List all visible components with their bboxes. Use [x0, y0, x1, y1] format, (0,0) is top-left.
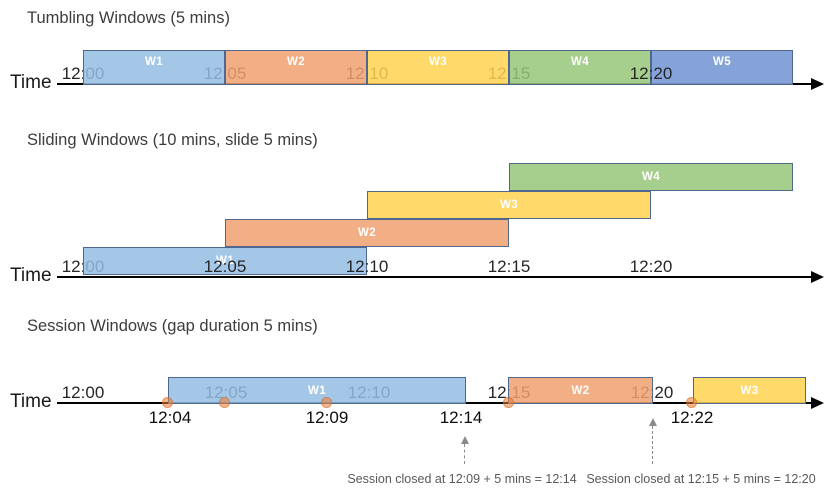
sliding-title: Sliding Windows (10 mins, slide 5 mins): [27, 131, 318, 149]
tumbling-window-w5-label: W5: [712, 56, 732, 68]
tumbling-window-w5: W5: [651, 50, 793, 85]
session-time-axis-label: Time: [10, 391, 52, 412]
event-time-label-1222: 12:22: [670, 408, 714, 427]
session-close-annotation-1: Session closed at 12:09 + 5 mins = 12:14: [347, 472, 577, 486]
tumbling-axis-arrowhead-icon: [811, 78, 824, 90]
sliding-axis-arrowhead-icon: [811, 271, 824, 283]
session-window-w3-label: W3: [740, 384, 759, 397]
sliding-window-w1: W1: [83, 247, 367, 275]
sliding-window-w3-label: W3: [499, 199, 519, 211]
session-axis-arrowhead-icon: [811, 397, 824, 409]
sliding-time-axis-line: [57, 276, 813, 279]
session-window-w2: W2: [508, 377, 653, 404]
session-title: Session Windows (gap duration 5 mins): [27, 317, 318, 335]
session-window-w1: W1: [168, 377, 466, 404]
event-dot-1209: [321, 397, 332, 408]
tumbling-window-w2: W2: [225, 50, 367, 85]
event-time-label-1209: 12:09: [305, 408, 349, 427]
sliding-tick-1215: 12:15: [487, 257, 531, 276]
event-dot-1205: [219, 397, 230, 408]
session-close-arrow-line: [464, 444, 465, 464]
tumbling-tick-1220: 12:20: [629, 64, 673, 83]
tumbling-window-w3-label: W3: [428, 56, 448, 68]
sliding-tick-1205: 12:05: [203, 257, 247, 276]
tumbling-title: Tumbling Windows (5 mins): [27, 9, 230, 27]
session-close-arrow-icon: [460, 436, 469, 444]
session-window-w1-label: W1: [307, 384, 327, 397]
event-dot-1204: [162, 397, 173, 408]
tumbling-time-axis-label: Time: [10, 72, 52, 93]
sliding-window-w2-label: W2: [357, 227, 377, 239]
session-window-w3: W3: [693, 377, 806, 404]
session-close-annotation-2: Session closed at 12:15 + 5 mins = 12:20: [586, 472, 816, 486]
tumbling-window-w3: W3: [367, 50, 509, 85]
session-tick-1200: 12:00: [61, 383, 105, 402]
sliding-time-axis-label: Time: [10, 265, 52, 286]
sliding-tick-1220: 12:20: [629, 257, 673, 276]
tumbling-window-w1-label: W1: [144, 56, 164, 68]
sliding-window-w2: W2: [225, 219, 509, 247]
tumbling-window-w4: W4: [509, 50, 651, 85]
sliding-tick-1210: 12:10: [345, 257, 389, 276]
event-dot-1222: [686, 397, 697, 408]
event-time-label-1214: 12:14: [439, 408, 483, 427]
session-window-w2-label: W2: [571, 384, 590, 397]
sliding-window-w4: W4: [509, 163, 793, 191]
session-close-arrow-line: [652, 426, 653, 464]
sliding-window-w1-label: W1: [215, 255, 235, 267]
sliding-window-w3: W3: [367, 191, 651, 219]
tumbling-window-w2-label: W2: [286, 56, 306, 68]
tumbling-window-w1: W1: [83, 50, 225, 85]
session-close-arrow-icon: [648, 418, 657, 426]
sliding-window-w4-label: W4: [641, 171, 661, 183]
event-time-label-1204: 12:04: [148, 408, 192, 427]
event-dot-1215: [503, 397, 514, 408]
tumbling-window-w4-label: W4: [570, 56, 590, 68]
